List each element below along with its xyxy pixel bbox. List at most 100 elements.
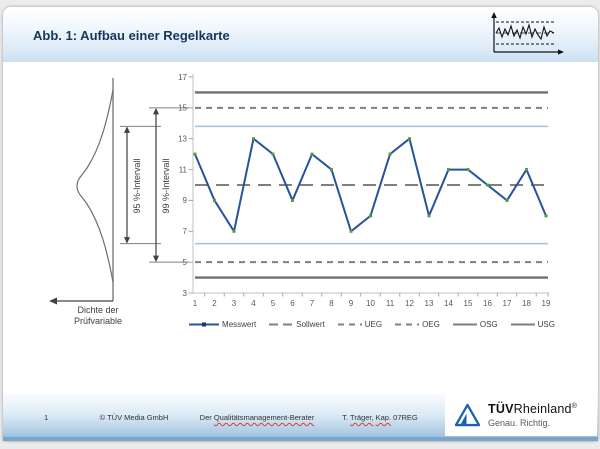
data-point-marker: [427, 214, 431, 218]
data-point-marker: [271, 152, 275, 156]
y-tick-label: 7: [183, 227, 188, 236]
interval-99-arrow-down-arrowhead-icon: [153, 255, 159, 263]
legend-swatch-icon: [395, 323, 420, 326]
x-tick-label: 11: [386, 299, 395, 308]
legend-label: OEG: [422, 320, 440, 329]
legend-label: OSG: [479, 320, 498, 329]
x-tick-label: 6: [290, 299, 295, 308]
legend-item-oeg: OEG: [395, 320, 440, 329]
slide: Abb. 1: Aufbau einer Regelkarte Dichte d…: [3, 7, 598, 441]
interval-95-arrow-up-arrowhead-icon: [124, 126, 130, 133]
legend-label: UEG: [364, 320, 383, 329]
figure-area: Dichte der Prüfvariable 95 %-Intervall 9…: [49, 73, 551, 326]
data-point-marker: [369, 214, 372, 218]
x-tick-label: 5: [271, 299, 276, 308]
data-point-marker: [193, 152, 197, 156]
logo-tuv: TÜV: [488, 402, 514, 417]
x-tick-label: 13: [425, 299, 434, 308]
y-tick-label: 13: [178, 135, 187, 144]
legend-marker-icon: [202, 322, 207, 327]
control-chart-icon: [491, 12, 564, 55]
chart-legend: Messwert Sollwert UEG OEG OSG USG: [189, 320, 555, 329]
x-tick-label: 17: [503, 299, 512, 308]
data-point-marker: [330, 168, 333, 172]
legend-swatch-icon: [189, 322, 220, 327]
slide-header: Abb. 1: Aufbau einer Regelkarte: [3, 7, 598, 62]
data-point-marker: [252, 137, 255, 141]
x-tick-label: 2: [212, 299, 217, 308]
legend-swatch-icon: [269, 323, 294, 326]
data-point-marker: [213, 198, 216, 202]
logo-reg-mark: ®: [571, 402, 578, 410]
logo-text: TÜVRheinland® Genau. Richtig.: [488, 402, 577, 428]
y-tick-label: 3: [183, 289, 188, 298]
logo-name: TÜVRheinland®: [488, 402, 577, 416]
legend-item-sollwert: Sollwert: [269, 320, 325, 329]
data-point-marker: [486, 183, 489, 187]
x-tick-label: 19: [542, 299, 551, 308]
legend-label: USG: [537, 320, 555, 329]
x-tick-label: 16: [483, 299, 492, 308]
footer-text: 07REG: [391, 413, 418, 422]
data-point-marker: [525, 168, 528, 172]
y-tick-label: 9: [183, 196, 188, 205]
density-curve: [76, 89, 114, 283]
x-tick-label: 1: [193, 299, 198, 308]
slide-footer: 1 © TÜV Media GmbH Der Qualitätsmanageme…: [3, 393, 598, 441]
data-point-marker: [388, 152, 392, 156]
legend-swatch-icon: [452, 323, 477, 326]
x-tick-label: 15: [464, 299, 473, 308]
left-arrowhead-icon: [49, 297, 57, 305]
x-tick-label: 4: [251, 299, 256, 308]
footer-author: T. Träger, Kap. 07REG: [342, 413, 418, 422]
y-tick-label: 11: [179, 165, 188, 174]
data-point-marker: [291, 198, 294, 202]
logo-tagline: Genau. Richtig.: [488, 417, 551, 428]
footer-text: Der: [199, 413, 214, 422]
x-tick-label: 14: [444, 299, 453, 308]
legend-label: Messwert: [222, 320, 257, 329]
legend-item-ueg: UEG: [337, 320, 383, 329]
x-tick-label: 8: [329, 299, 334, 308]
legend-swatch-icon: [510, 323, 535, 326]
tuv-rheinland-logo: TÜVRheinland® Genau. Richtig.: [445, 394, 597, 436]
y-tick-label: 15: [178, 104, 187, 113]
interval-95-arrow-down-arrowhead-icon: [124, 237, 130, 244]
data-point-marker: [232, 229, 236, 233]
density-figure: Dichte der Prüfvariable: [49, 78, 122, 326]
legend-item-usg: USG: [510, 320, 555, 329]
logo-rheinland: Rheinland: [513, 402, 572, 417]
footer-publication: Der Qualitätsmanagement-Berater: [200, 413, 315, 422]
data-point-marker: [349, 229, 353, 233]
interval-95-label: 95 %-Intervall: [132, 158, 142, 213]
messwert-markers: [193, 137, 548, 233]
spellcheck-marked-text: Kap.: [375, 413, 392, 422]
data-point-marker: [466, 168, 470, 172]
x-tick-label: 10: [366, 299, 375, 308]
x-tick-label: 9: [349, 299, 354, 308]
legend-label: Sollwert: [296, 320, 325, 329]
x-tick-label: 18: [522, 299, 531, 308]
interval-99-arrow-up-arrowhead-icon: [153, 107, 159, 115]
data-point-marker: [447, 168, 450, 172]
data-point-marker: [310, 152, 314, 156]
slide-title: Abb. 1: Aufbau einer Regelkarte: [33, 28, 230, 43]
x-tick-label: 12: [405, 299, 414, 308]
footer-text: T.: [342, 413, 351, 422]
spellcheck-marked-text: Qualitätsmanagement-Berater: [213, 413, 315, 422]
x-tick-label: 7: [310, 299, 315, 308]
y-tick-label: 5: [183, 258, 188, 267]
tuv-triangle-icon: [454, 403, 481, 427]
spellcheck-marked-text: Träger,: [350, 413, 374, 422]
y-tick-label: 17: [178, 73, 187, 82]
legend-swatch-icon: [337, 323, 362, 326]
data-point-marker: [544, 214, 548, 218]
density-axis-label-line1: Dichte der: [77, 305, 118, 315]
page-number: 1: [44, 413, 49, 422]
x-tick-label: 3: [232, 299, 237, 308]
density-axis-label-line2: Prüfvariable: [74, 316, 122, 326]
legend-item-osg: OSG: [452, 320, 498, 329]
data-point-marker: [408, 137, 411, 141]
footer-copyright: © TÜV Media GmbH: [99, 413, 169, 422]
